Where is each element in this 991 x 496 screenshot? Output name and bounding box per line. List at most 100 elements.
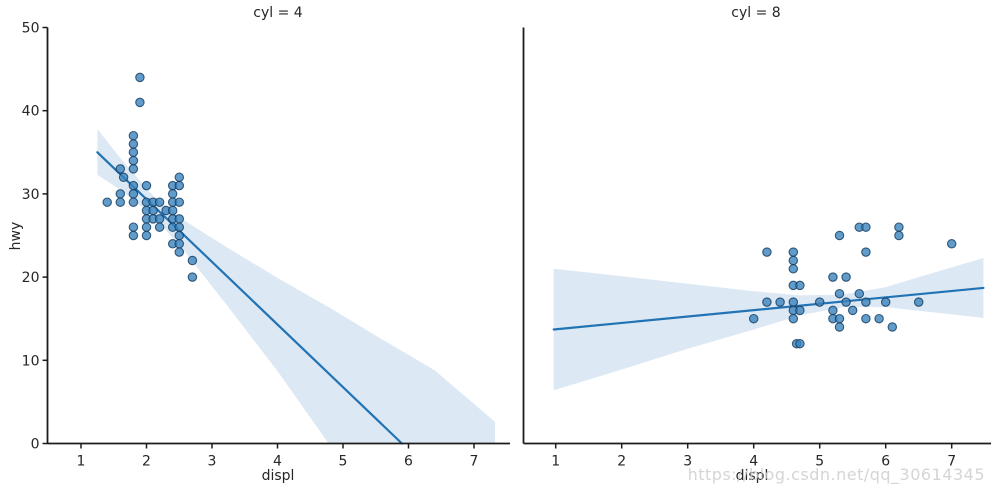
- data-point: [861, 297, 871, 307]
- x-tick-label: 4: [749, 454, 758, 470]
- data-point: [187, 255, 198, 266]
- confidence-band: [553, 258, 984, 391]
- data-point: [128, 147, 139, 158]
- data-point: [174, 214, 185, 224]
- data-point: [128, 230, 139, 241]
- x-tick-label: 6: [404, 454, 413, 470]
- data-point: [834, 288, 845, 299]
- y-tick-label: 50: [22, 21, 40, 37]
- data-point: [854, 288, 865, 299]
- data-point: [174, 180, 185, 191]
- x-axis-label-right: displ: [735, 468, 769, 484]
- data-point: [874, 313, 884, 324]
- x-tick-label: 7: [947, 454, 956, 470]
- data-point: [762, 297, 772, 307]
- data-point: [174, 239, 185, 249]
- data-point: [847, 305, 858, 316]
- data-point: [115, 189, 126, 199]
- data-point: [128, 197, 139, 207]
- data-point: [795, 305, 805, 316]
- x-tick-label: 1: [551, 454, 560, 470]
- data-point: [894, 222, 904, 232]
- data-point: [154, 222, 165, 232]
- data-point: [128, 130, 139, 141]
- data-point: [841, 297, 851, 307]
- data-point: [795, 280, 805, 291]
- y-tick-label: 40: [22, 104, 40, 120]
- data-point: [788, 247, 799, 257]
- data-point: [174, 172, 185, 183]
- y-tick-label: 10: [22, 353, 40, 369]
- data-point: [946, 239, 957, 249]
- data-point: [128, 222, 139, 232]
- regression-line: [96, 151, 404, 445]
- data-point: [167, 189, 178, 199]
- data-point: [762, 247, 772, 257]
- x-tick-label: 2: [142, 454, 151, 470]
- data-point: [174, 230, 185, 241]
- data-point: [154, 214, 165, 224]
- data-point: [154, 197, 165, 207]
- data-point: [861, 222, 871, 232]
- data-point: [135, 72, 145, 83]
- data-point: [748, 313, 759, 324]
- data-point: [861, 247, 871, 257]
- data-point: [187, 272, 198, 282]
- data-point: [141, 230, 152, 241]
- regression-line: [552, 286, 985, 331]
- y-axis-label: hwy: [8, 221, 24, 251]
- data-point: [841, 272, 851, 282]
- x-tick-label: 2: [617, 454, 626, 470]
- data-point: [141, 222, 152, 232]
- data-point: [834, 322, 845, 332]
- x-tick-label: 5: [815, 454, 824, 470]
- x-tick-label: 3: [208, 454, 217, 470]
- data-point: [135, 97, 145, 108]
- x-tick-label: 6: [881, 454, 890, 470]
- x-tick-label: 1: [77, 454, 86, 470]
- y-tick-label: 20: [22, 270, 40, 286]
- data-point: [128, 155, 139, 166]
- y-tick-label: 0: [31, 437, 40, 453]
- data-point: [128, 189, 139, 199]
- data-point: [174, 222, 185, 232]
- data-point: [834, 230, 845, 241]
- facet-title-cyl8: cyl = 8: [731, 5, 781, 21]
- data-point: [814, 297, 825, 307]
- data-point: [828, 272, 838, 282]
- data-point: [788, 255, 799, 266]
- x-tick-label: 5: [339, 454, 348, 470]
- data-point: [174, 247, 185, 257]
- confidence-band: [97, 129, 496, 444]
- data-point: [118, 172, 129, 183]
- data-point: [115, 197, 126, 207]
- x-tick-label: 7: [470, 454, 479, 470]
- data-point: [775, 297, 785, 307]
- data-point: [167, 205, 178, 216]
- data-point: [788, 313, 799, 324]
- x-axis-label-left: displ: [261, 468, 295, 484]
- data-point: [788, 264, 799, 274]
- data-point: [102, 197, 112, 207]
- data-point: [788, 297, 799, 307]
- data-point: [128, 164, 139, 174]
- data-point: [894, 230, 904, 241]
- y-tick-label: 30: [22, 187, 40, 203]
- data-point: [861, 313, 871, 324]
- x-tick-label: 4: [273, 454, 282, 470]
- data-point: [128, 139, 139, 149]
- data-point: [148, 205, 158, 216]
- data-point: [834, 313, 845, 324]
- data-point: [828, 305, 838, 316]
- data-point: [141, 180, 152, 191]
- x-tick-label: 3: [683, 454, 692, 470]
- data-point: [795, 338, 805, 349]
- data-point: [913, 297, 924, 307]
- data-point: [128, 180, 139, 191]
- data-point: [887, 322, 898, 332]
- facet-title-cyl4: cyl = 4: [253, 5, 303, 21]
- data-point: [115, 164, 126, 174]
- data-point: [880, 297, 891, 307]
